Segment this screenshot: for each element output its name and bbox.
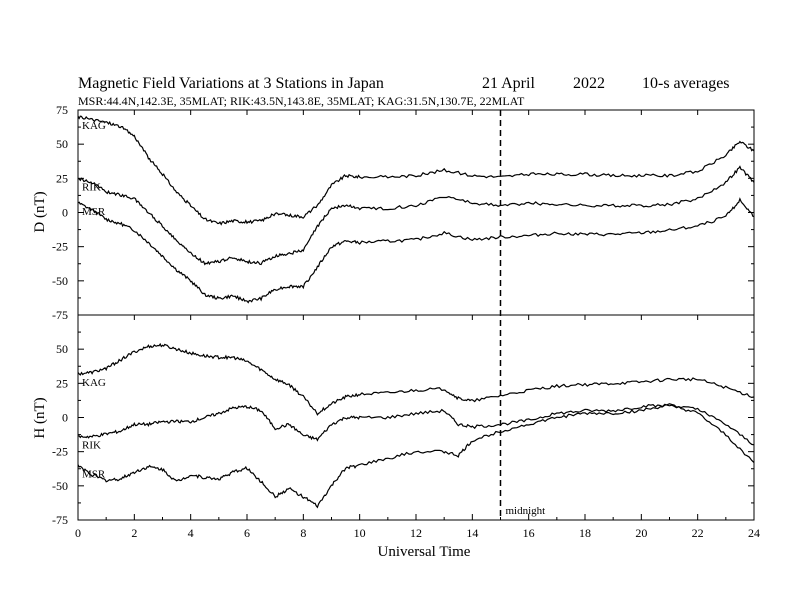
panel-d-ylabel: D (nT)	[32, 191, 48, 232]
x-tick-label: 18	[579, 526, 591, 540]
magnetic-field-chart: Magnetic Field Variations at 3 Stations …	[0, 0, 792, 612]
series-layer: KAG RIK MSR KAG RIK MSR	[78, 116, 754, 507]
panel-h-ylabel: H (nT)	[32, 397, 48, 438]
panel-d-frame	[78, 110, 754, 315]
y-tick-label: 0	[62, 206, 68, 220]
series-line-h-msr	[78, 404, 754, 508]
series-line-h-rik	[78, 404, 754, 445]
y-tick-label: 25	[56, 376, 68, 390]
x-tick-label: 8	[300, 526, 306, 540]
y-tick-label: -25	[52, 445, 68, 459]
x-tick-label: 20	[635, 526, 647, 540]
y-tick-label: 50	[56, 342, 68, 356]
series-line-d-msr	[78, 199, 754, 303]
series-label-h-kag: KAG	[82, 377, 106, 389]
x-tick-label: 24	[748, 526, 760, 540]
x-tick-label: 0	[75, 526, 81, 540]
series-label-h-msr: MSR	[82, 468, 106, 480]
x-tick-label: 12	[410, 526, 422, 540]
chart-date-day: 21 April	[482, 75, 535, 92]
x-tick-label: 22	[692, 526, 704, 540]
x-tick-label: 6	[244, 526, 250, 540]
y-tick-label: 50	[56, 137, 68, 151]
series-label-h-rik: RIK	[82, 440, 101, 452]
chart-title: Magnetic Field Variations at 3 Stations …	[78, 75, 384, 92]
x-tick-label: 10	[354, 526, 366, 540]
y-tick-label: 25	[56, 171, 68, 185]
y-tick-label: -75	[52, 513, 68, 527]
series-label-d-rik: RIK	[82, 181, 101, 193]
y-tick-label: -50	[52, 479, 68, 493]
panel-h-frame	[78, 315, 754, 520]
series-line-d-rik	[78, 167, 754, 265]
y-tick-label: -50	[52, 274, 68, 288]
y-tick-label: -25	[52, 240, 68, 254]
midnight-label: midnight	[506, 505, 546, 517]
chart-averaging: 10-s averages	[642, 75, 730, 92]
chart-date-year: 2022	[573, 75, 605, 92]
x-tick-label: 16	[523, 526, 535, 540]
y-tick-label: -75	[52, 308, 68, 322]
series-label-d-kag: KAG	[82, 120, 106, 132]
x-axis-label: Universal Time	[378, 544, 471, 560]
series-line-d-kag	[78, 116, 754, 224]
y-tick-label: 75	[56, 103, 68, 117]
chart-subtitle-stations: MSR:44.4N,142.3E, 35MLAT; RIK:43.5N,143.…	[78, 94, 525, 108]
x-tick-label: 14	[466, 526, 478, 540]
x-tick-label: 2	[131, 526, 137, 540]
y-tick-label: 0	[62, 411, 68, 425]
series-label-d-msr: MSR	[82, 206, 106, 218]
x-tick-label: 4	[188, 526, 194, 540]
